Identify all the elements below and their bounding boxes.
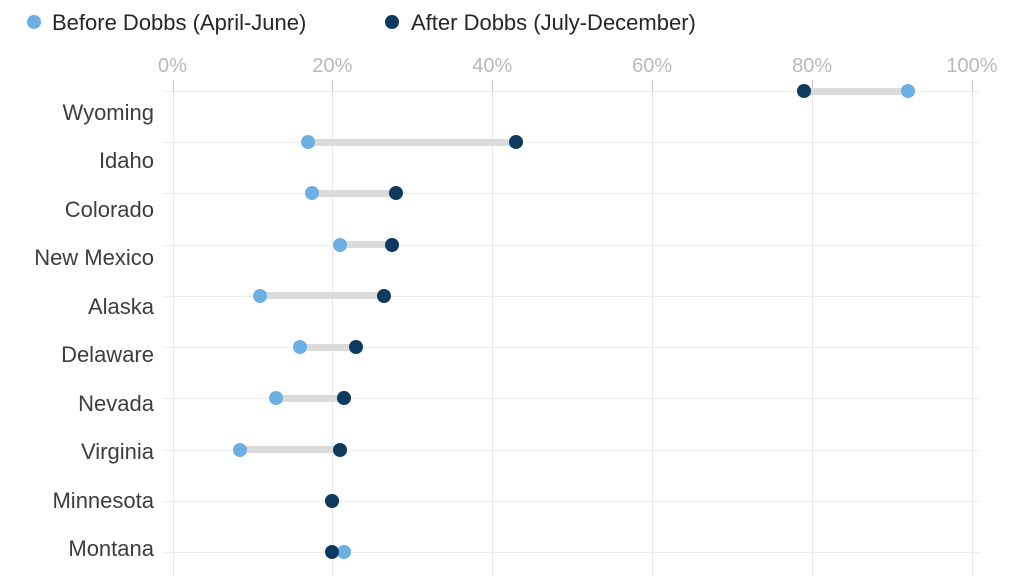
x-axis-tick (332, 80, 334, 91)
after-dot (325, 544, 340, 559)
horizontal-gridline (163, 500, 980, 502)
horizontal-gridline (163, 551, 980, 553)
x-axis-tick (812, 80, 814, 91)
dumbbell-connector (312, 189, 397, 197)
horizontal-gridline (163, 244, 980, 246)
category-label: Delaware (61, 342, 154, 368)
before-dot (901, 84, 916, 98)
before-dot (253, 288, 268, 303)
category-label: Wyoming (62, 100, 155, 125)
horizontal-gridline (163, 398, 980, 400)
category-label: Idaho (98, 148, 154, 174)
vertical-gridline (172, 91, 174, 576)
after-dot (385, 237, 400, 252)
before-dot (301, 135, 316, 150)
x-axis-tick-label: 40% (472, 55, 513, 77)
before-dot (233, 442, 248, 457)
category-label: Alaska (87, 293, 154, 319)
dumbbell-connector (240, 446, 341, 454)
x-axis-tick (972, 80, 973, 91)
dumbbell-connector (804, 87, 909, 95)
dumbbell-connector (300, 343, 357, 351)
x-axis-tick-label: 100% (946, 55, 998, 77)
x-axis-tick-label: 20% (312, 55, 353, 77)
dumbbell-connector (308, 138, 517, 146)
vertical-gridline (972, 91, 973, 576)
x-axis-tick-label: 0% (158, 55, 187, 77)
before-dot (305, 186, 320, 201)
category-label: Nevada (78, 390, 154, 416)
after-dot (797, 84, 812, 98)
horizontal-gridline (163, 295, 980, 297)
horizontal-gridline (163, 347, 980, 349)
after-dot (349, 340, 364, 355)
after-dobbs-circle-icon (385, 15, 399, 29)
vertical-gridline (812, 91, 814, 576)
after-dot (377, 288, 392, 303)
category-label: Montana (68, 535, 154, 561)
horizontal-gridline (163, 142, 980, 144)
category-label: Virginia (81, 439, 154, 465)
category-label: Colorado (64, 196, 154, 222)
vertical-gridline (492, 91, 494, 576)
x-axis-tick (492, 80, 494, 91)
legend-label-before: Before Dobbs (April-June) (52, 10, 307, 35)
before-dot (333, 237, 348, 252)
dumbbell-connector (260, 292, 385, 300)
after-dot (333, 442, 348, 457)
legend-label-after: After Dobbs (July-December) (411, 10, 696, 35)
x-axis-tick (172, 80, 174, 91)
category-label: Minnesota (52, 487, 154, 513)
before-dot (269, 391, 284, 406)
vertical-gridline (332, 91, 334, 576)
before-dot (293, 340, 308, 355)
dumbbell-connector (340, 241, 393, 249)
horizontal-gridline (163, 449, 980, 451)
after-dot (337, 391, 352, 406)
before-dobbs-circle-icon (27, 15, 41, 29)
vertical-gridline (652, 91, 654, 576)
x-axis-tick (652, 80, 654, 91)
x-axis-tick-label: 80% (792, 55, 833, 77)
x-axis-tick-label: 60% (632, 55, 673, 77)
category-label: New Mexico (34, 245, 154, 271)
dumbbell-connector (276, 394, 345, 402)
before-dot (337, 544, 352, 559)
horizontal-gridline (163, 91, 980, 92)
after-dot (509, 135, 524, 150)
horizontal-gridline (163, 193, 980, 195)
after-dot (389, 186, 404, 201)
after-dot (325, 493, 340, 508)
